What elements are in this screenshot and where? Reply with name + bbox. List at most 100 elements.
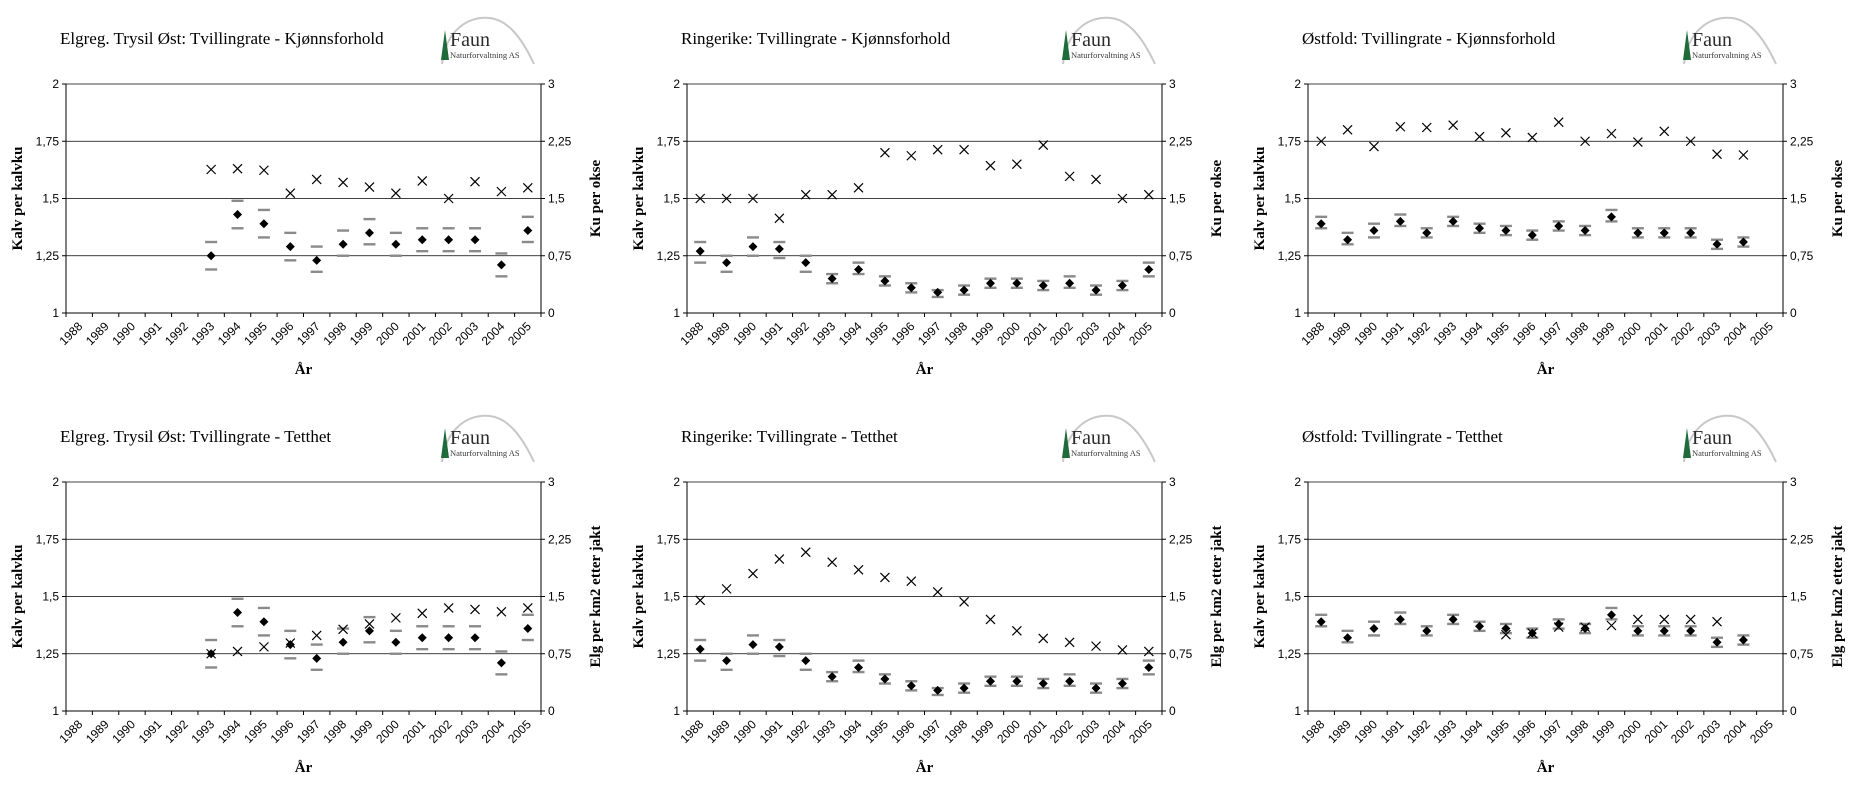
- cross-point: [959, 144, 970, 155]
- y2-tick-label: 0: [548, 306, 555, 320]
- x-tick-label: 1990: [109, 319, 138, 348]
- chart-title: Ringerike: Tvillingrate - Kjønnsforhold: [681, 29, 951, 48]
- x-tick-label: 1996: [1510, 319, 1539, 348]
- diamond-point: [774, 642, 784, 652]
- cross-point: [1474, 131, 1485, 142]
- x-tick-label: 1997: [915, 319, 944, 348]
- x-tick-label: 2001: [1021, 717, 1050, 746]
- x-axis-label: År: [916, 362, 934, 378]
- x-tick-label: 2002: [426, 717, 455, 746]
- logo-arc: [441, 16, 535, 65]
- x-tick-label: 1996: [889, 717, 918, 746]
- chart-svg-2: Ringerike: Tvillingrate - Kjønnsforhold F…: [631, 16, 1225, 378]
- cross-point: [800, 547, 811, 558]
- x-tick-label: 2001: [1642, 717, 1671, 746]
- diamond-point: [827, 672, 837, 682]
- cross-point: [827, 557, 838, 568]
- x-tick-label: 1995: [862, 319, 891, 348]
- diamond-point: [1554, 619, 1564, 629]
- y2-tick-label: 2,25: [1169, 134, 1193, 148]
- x-tick-label: 1994: [215, 717, 244, 746]
- diamond-point: [206, 251, 216, 261]
- x-tick-label: 2005: [1126, 319, 1155, 348]
- x-tick-label: 2005: [1747, 717, 1776, 746]
- x-tick-label: 1988: [678, 717, 707, 746]
- diamond-point: [338, 637, 348, 647]
- diamond-point: [523, 624, 533, 634]
- cross-point: [364, 619, 375, 629]
- x-tick-label: 2003: [1694, 319, 1723, 348]
- cross-point: [1580, 136, 1591, 147]
- diamond-point: [695, 246, 705, 256]
- logo-tree-icon: [441, 30, 449, 60]
- logo-name: Faun: [450, 29, 490, 51]
- x-tick-label: 2001: [1642, 319, 1671, 348]
- y2-tick-label: 0: [1169, 704, 1176, 718]
- diamond-point: [1422, 626, 1432, 636]
- cross-point: [985, 614, 996, 625]
- y2-tick-label: 3: [548, 77, 555, 91]
- x-tick-label: 1989: [1325, 717, 1354, 746]
- x-tick-label: 2003: [452, 319, 481, 348]
- cross-point: [1117, 193, 1128, 204]
- x-tick-label: 1998: [1562, 319, 1591, 348]
- diamond-point: [1606, 610, 1616, 620]
- x-tick-label: 1995: [862, 717, 891, 746]
- diamond-point: [906, 681, 916, 691]
- x-tick-label: 1993: [1430, 717, 1459, 746]
- cross-point: [1091, 174, 1101, 185]
- diamond-point: [1686, 626, 1696, 636]
- x-tick-label: 1995: [1483, 319, 1512, 348]
- chart-title: Ringerike: Tvillingrate - Tetthet: [681, 427, 898, 446]
- x-tick-label: 2004: [1721, 319, 1750, 348]
- y-tick-label: 2: [673, 77, 680, 91]
- cross-point: [1143, 646, 1154, 657]
- cross-point: [1038, 140, 1049, 150]
- diamond-point: [523, 226, 533, 236]
- y-tick-label: 2: [52, 475, 59, 489]
- cross-point: [1738, 150, 1749, 160]
- cross-point: [258, 165, 269, 176]
- y-tick-label: 1,75: [1278, 134, 1302, 148]
- y-tick-label: 1: [52, 704, 59, 718]
- diamond-point: [1091, 683, 1101, 693]
- y2-tick-label: 0,75: [1169, 647, 1193, 661]
- cross-point: [879, 147, 890, 158]
- y-tick-label: 2: [673, 475, 680, 489]
- logo-subtitle: Naturforvaltning AS: [1692, 448, 1762, 458]
- x-tick-label: 1992: [783, 319, 812, 348]
- y-tick-label: 1: [1294, 306, 1301, 320]
- diamond-point: [470, 235, 480, 245]
- cross-point: [985, 160, 996, 171]
- cross-point: [721, 193, 732, 204]
- chart-svg-5: Ringerike: Tvillingrate - Tetthet FaunNat…: [631, 414, 1225, 776]
- y2-tick-label: 0,75: [548, 249, 572, 263]
- x-tick-label: 2004: [1100, 717, 1129, 746]
- x-tick-label: 1990: [1351, 319, 1380, 348]
- diamond-point: [1527, 628, 1537, 638]
- cross-point: [390, 612, 401, 623]
- diamond-point: [1448, 614, 1458, 624]
- cross-point: [1011, 159, 1022, 170]
- x-tick-label: 1989: [83, 717, 112, 746]
- x-tick-label: 1997: [915, 717, 944, 746]
- x-tick-label: 1999: [968, 717, 997, 746]
- x-axis-label: År: [1537, 362, 1555, 378]
- cross-point: [417, 176, 428, 186]
- diamond-point: [933, 685, 943, 695]
- diamond-point: [1012, 278, 1022, 288]
- y2-tick-label: 3: [1790, 475, 1797, 489]
- diamond-point: [1144, 662, 1154, 672]
- y-axis-label: Kalv per kalvku: [10, 147, 26, 251]
- diamond-point: [1343, 633, 1353, 643]
- cross-point: [1500, 127, 1511, 138]
- y-tick-label: 1,5: [1284, 590, 1301, 604]
- cross-point: [748, 568, 758, 579]
- chart-title: Elgreg. Trysil Øst: Tvillingrate - Kjønn…: [60, 29, 384, 48]
- x-tick-label: 1989: [83, 319, 112, 348]
- x-tick-label: 1998: [320, 717, 349, 746]
- diamond-point: [1117, 679, 1127, 689]
- x-tick-label: 2000: [1615, 717, 1644, 746]
